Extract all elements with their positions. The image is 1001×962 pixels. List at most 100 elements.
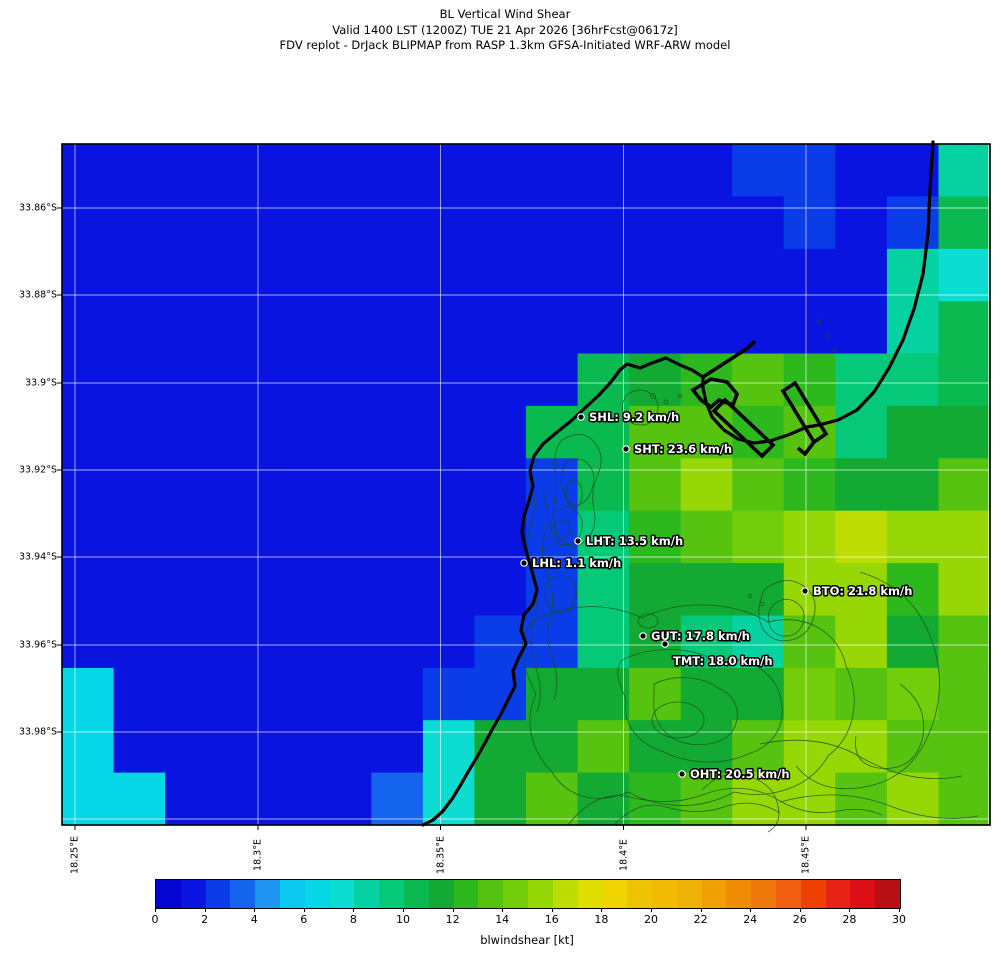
grid-cell (474, 144, 527, 197)
grid-cell (577, 248, 630, 302)
grid-cell (371, 563, 424, 617)
grid-cell (474, 458, 527, 512)
grid-cell (938, 667, 991, 721)
grid-cell (732, 458, 785, 512)
station-label-bto: BTO: 21.8 km/h (813, 584, 912, 598)
grid-cell (62, 458, 115, 512)
grid-cell (474, 248, 527, 302)
grid-cell (835, 248, 888, 302)
colorbar-segment (354, 880, 380, 908)
grid-cell (835, 144, 888, 197)
grid-cell (577, 301, 630, 355)
grid-cell (732, 248, 785, 302)
grid-cell (371, 720, 424, 774)
coastline-path (421, 140, 935, 827)
grid-cell (113, 510, 166, 564)
grid-cell (62, 248, 115, 302)
grid-cell (422, 144, 476, 197)
colorbar-tick-label: 12 (445, 913, 460, 926)
colorbar-tickmark (254, 908, 256, 912)
grid-cell (319, 772, 372, 826)
colorbar-segment (503, 880, 528, 908)
grid-cell (938, 615, 991, 669)
grid-cell (526, 301, 579, 355)
colorbar-segment (552, 880, 578, 908)
colorbar-segment (825, 880, 851, 908)
grid-cell (268, 667, 321, 721)
station-label-lht: LHT: 13.5 km/h (586, 534, 683, 548)
grid-cell (268, 405, 321, 459)
grid-cell (113, 405, 166, 459)
grid-cell (732, 196, 785, 250)
colorbar-segment (156, 880, 181, 908)
colorbar-segment (180, 880, 206, 908)
grid-cell (371, 353, 424, 407)
grid-cell (938, 720, 991, 774)
grid-cell (165, 615, 218, 669)
plot-title-block: BL Vertical Wind Shear Valid 1400 LST (1… (5, 7, 1001, 54)
grid-cell (422, 510, 476, 564)
station-markers: SHL: 9.2 km/h SHT: 23.6 km/h LHT: 13.5 km/… (520, 409, 914, 783)
grid-cell (886, 248, 940, 302)
grid-cell (680, 248, 733, 302)
grid-cell (680, 563, 733, 617)
lat-tick-label: 33.88°S (19, 289, 57, 301)
grid-cell (474, 510, 527, 564)
grid-cell (319, 248, 372, 302)
grid-cell (216, 772, 269, 826)
grid-cell (835, 720, 888, 774)
grid-cell (577, 563, 630, 617)
colorbar-segment (651, 880, 677, 908)
grid-cell (938, 248, 991, 302)
grid-cell (371, 615, 424, 669)
colorbar-segment (726, 880, 752, 908)
grid-cell (62, 510, 115, 564)
station-marker-sht (622, 445, 630, 453)
grid-cell (629, 144, 682, 197)
grid-cell (62, 720, 115, 774)
grid-cell (835, 772, 888, 826)
colorbar-tick-label: 24 (743, 913, 758, 926)
grid-cell (577, 353, 630, 407)
grid-cell (577, 615, 630, 669)
grid-cell (783, 615, 836, 669)
grid-cell (268, 248, 321, 302)
lon-tick-label: 18.3°E (252, 839, 264, 871)
colorbar-tick-label: 30 (892, 913, 906, 926)
grid-cell (422, 301, 476, 355)
grid-cell (577, 772, 630, 826)
grid-cell (629, 301, 682, 355)
grid-cell (629, 458, 682, 512)
grid-cell (422, 196, 476, 250)
grid-cell (319, 615, 372, 669)
grid-cell (216, 720, 269, 774)
lat-tick-label: 33.9°S (25, 377, 57, 389)
colorbar-tickmark (204, 908, 206, 912)
grid-cell (422, 667, 476, 721)
grid-cell (113, 353, 166, 407)
grid-cell (319, 667, 372, 721)
harbor-structures (690, 339, 829, 459)
colorbar-tickmark (700, 908, 702, 912)
grid-cell (783, 144, 836, 197)
grid-cell (165, 353, 218, 407)
colorbar-segment (230, 880, 256, 908)
grid-cell (577, 405, 630, 459)
grid-cell (886, 510, 940, 564)
colorbar-tickmark (601, 908, 603, 912)
colorbar-segment (602, 880, 628, 908)
colorbar-segment (304, 880, 330, 908)
grid-cell (629, 196, 682, 250)
grid-cell (783, 510, 836, 564)
grid-cell (62, 196, 115, 250)
map-frame (61, 143, 991, 826)
grid-cell (165, 510, 218, 564)
grid-cell (783, 248, 836, 302)
grid-cell (216, 405, 269, 459)
colorbar-segment (205, 880, 231, 908)
grid-cell (526, 615, 579, 669)
grid-cell (216, 353, 269, 407)
grid-cell (835, 353, 888, 407)
grid-cell (680, 405, 733, 459)
